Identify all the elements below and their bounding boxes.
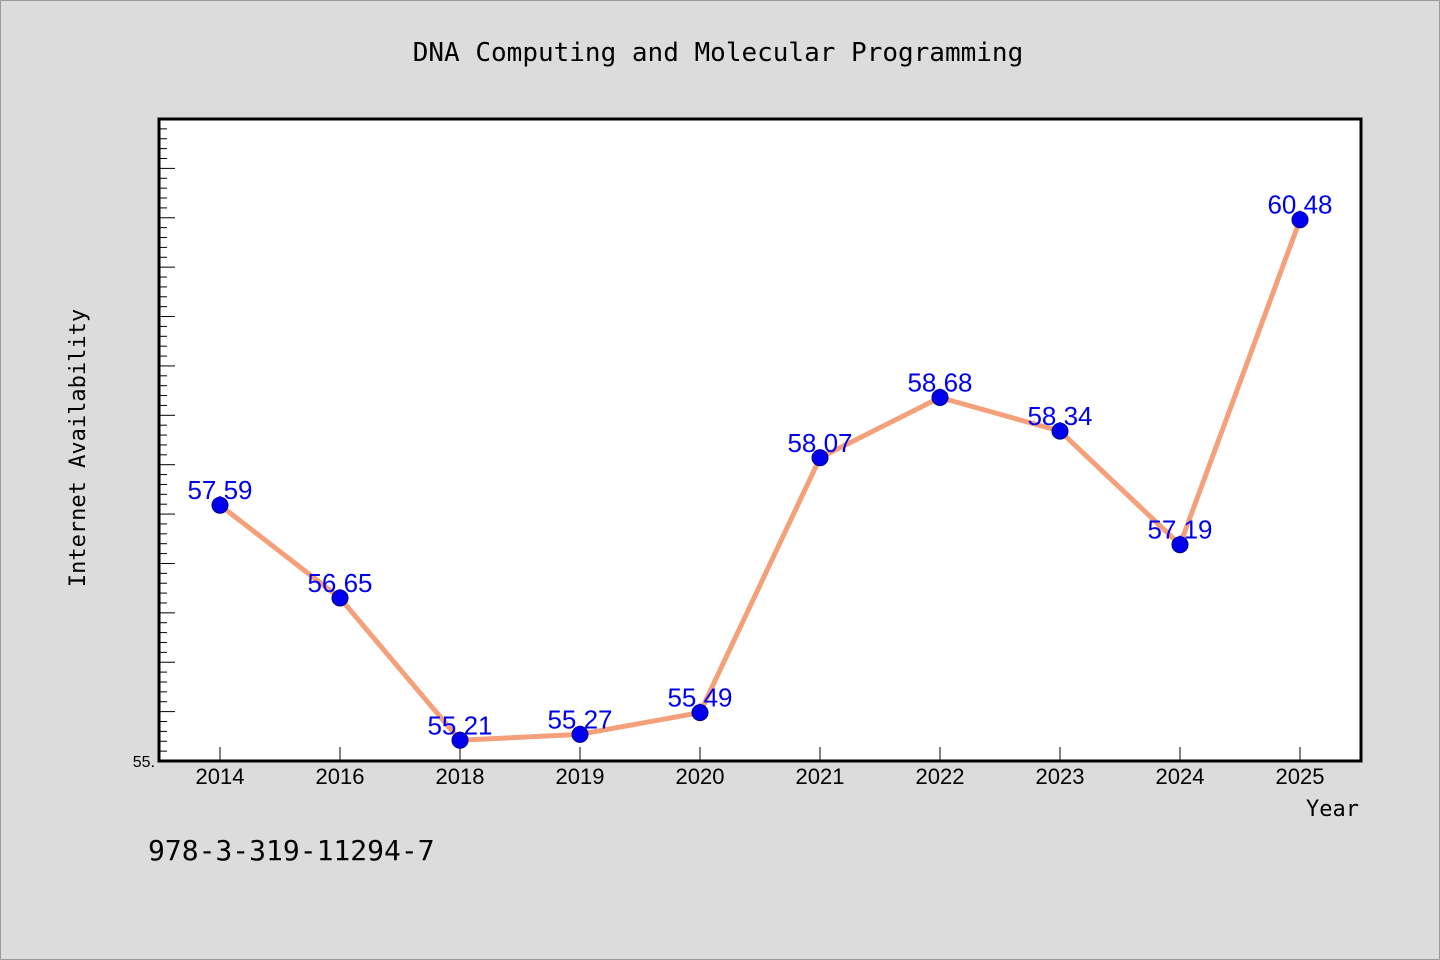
data-point <box>331 589 349 607</box>
data-label: 57.19 <box>1147 515 1212 545</box>
plot-area <box>157 117 1363 763</box>
x-axis-ticks: 2014 2016 2018 2019 2020 2021 2022 2023 2024 2025 <box>196 747 1325 789</box>
y-tick-label: 55. <box>133 754 155 771</box>
x-axis-label: Year <box>1306 797 1359 822</box>
y-axis-label: Internet Availability <box>66 309 91 587</box>
x-tick-label: 2020 <box>676 764 725 789</box>
x-tick-label: 2024 <box>1156 764 1205 789</box>
data-label: 55.27 <box>547 704 612 734</box>
data-point <box>811 449 829 467</box>
series-line <box>218 218 1303 743</box>
data-point <box>1291 211 1309 229</box>
data-labels: 57.59 56.65 55.21 55.27 55.49 58.07 58.68 58.34… <box>187 190 1332 741</box>
x-tick-label: 2022 <box>916 764 965 789</box>
x-tick-label: 2019 <box>556 764 605 789</box>
data-label: 55.49 <box>667 683 732 713</box>
data-label: 58.34 <box>1027 401 1092 431</box>
data-label: 57.59 <box>187 475 252 505</box>
data-point <box>451 731 469 749</box>
data-point <box>1171 536 1189 554</box>
data-label: 58.68 <box>907 368 972 398</box>
x-tick-label: 2023 <box>1036 764 1085 789</box>
x-tick-label: 2018 <box>436 764 485 789</box>
data-point <box>211 496 229 514</box>
data-label: 55.21 <box>427 710 492 740</box>
y-axis-ticks <box>159 128 175 752</box>
data-point <box>571 725 589 743</box>
chart-title: DNA Computing and Molecular Programming <box>413 38 1023 68</box>
data-point <box>1051 422 1069 440</box>
data-label: 56.65 <box>307 568 372 598</box>
x-tick-label: 2014 <box>196 764 245 789</box>
x-tick-label: 2025 <box>1276 764 1325 789</box>
data-markers <box>211 211 1309 749</box>
data-label: 58.07 <box>787 428 852 458</box>
x-tick-label: 2016 <box>316 764 365 789</box>
footnote-isbn: 978-3-319-11294-7 <box>148 834 435 867</box>
data-point <box>691 704 709 722</box>
data-point <box>931 389 949 407</box>
data-label: 60.48 <box>1267 190 1332 220</box>
x-tick-label: 2021 <box>796 764 845 789</box>
